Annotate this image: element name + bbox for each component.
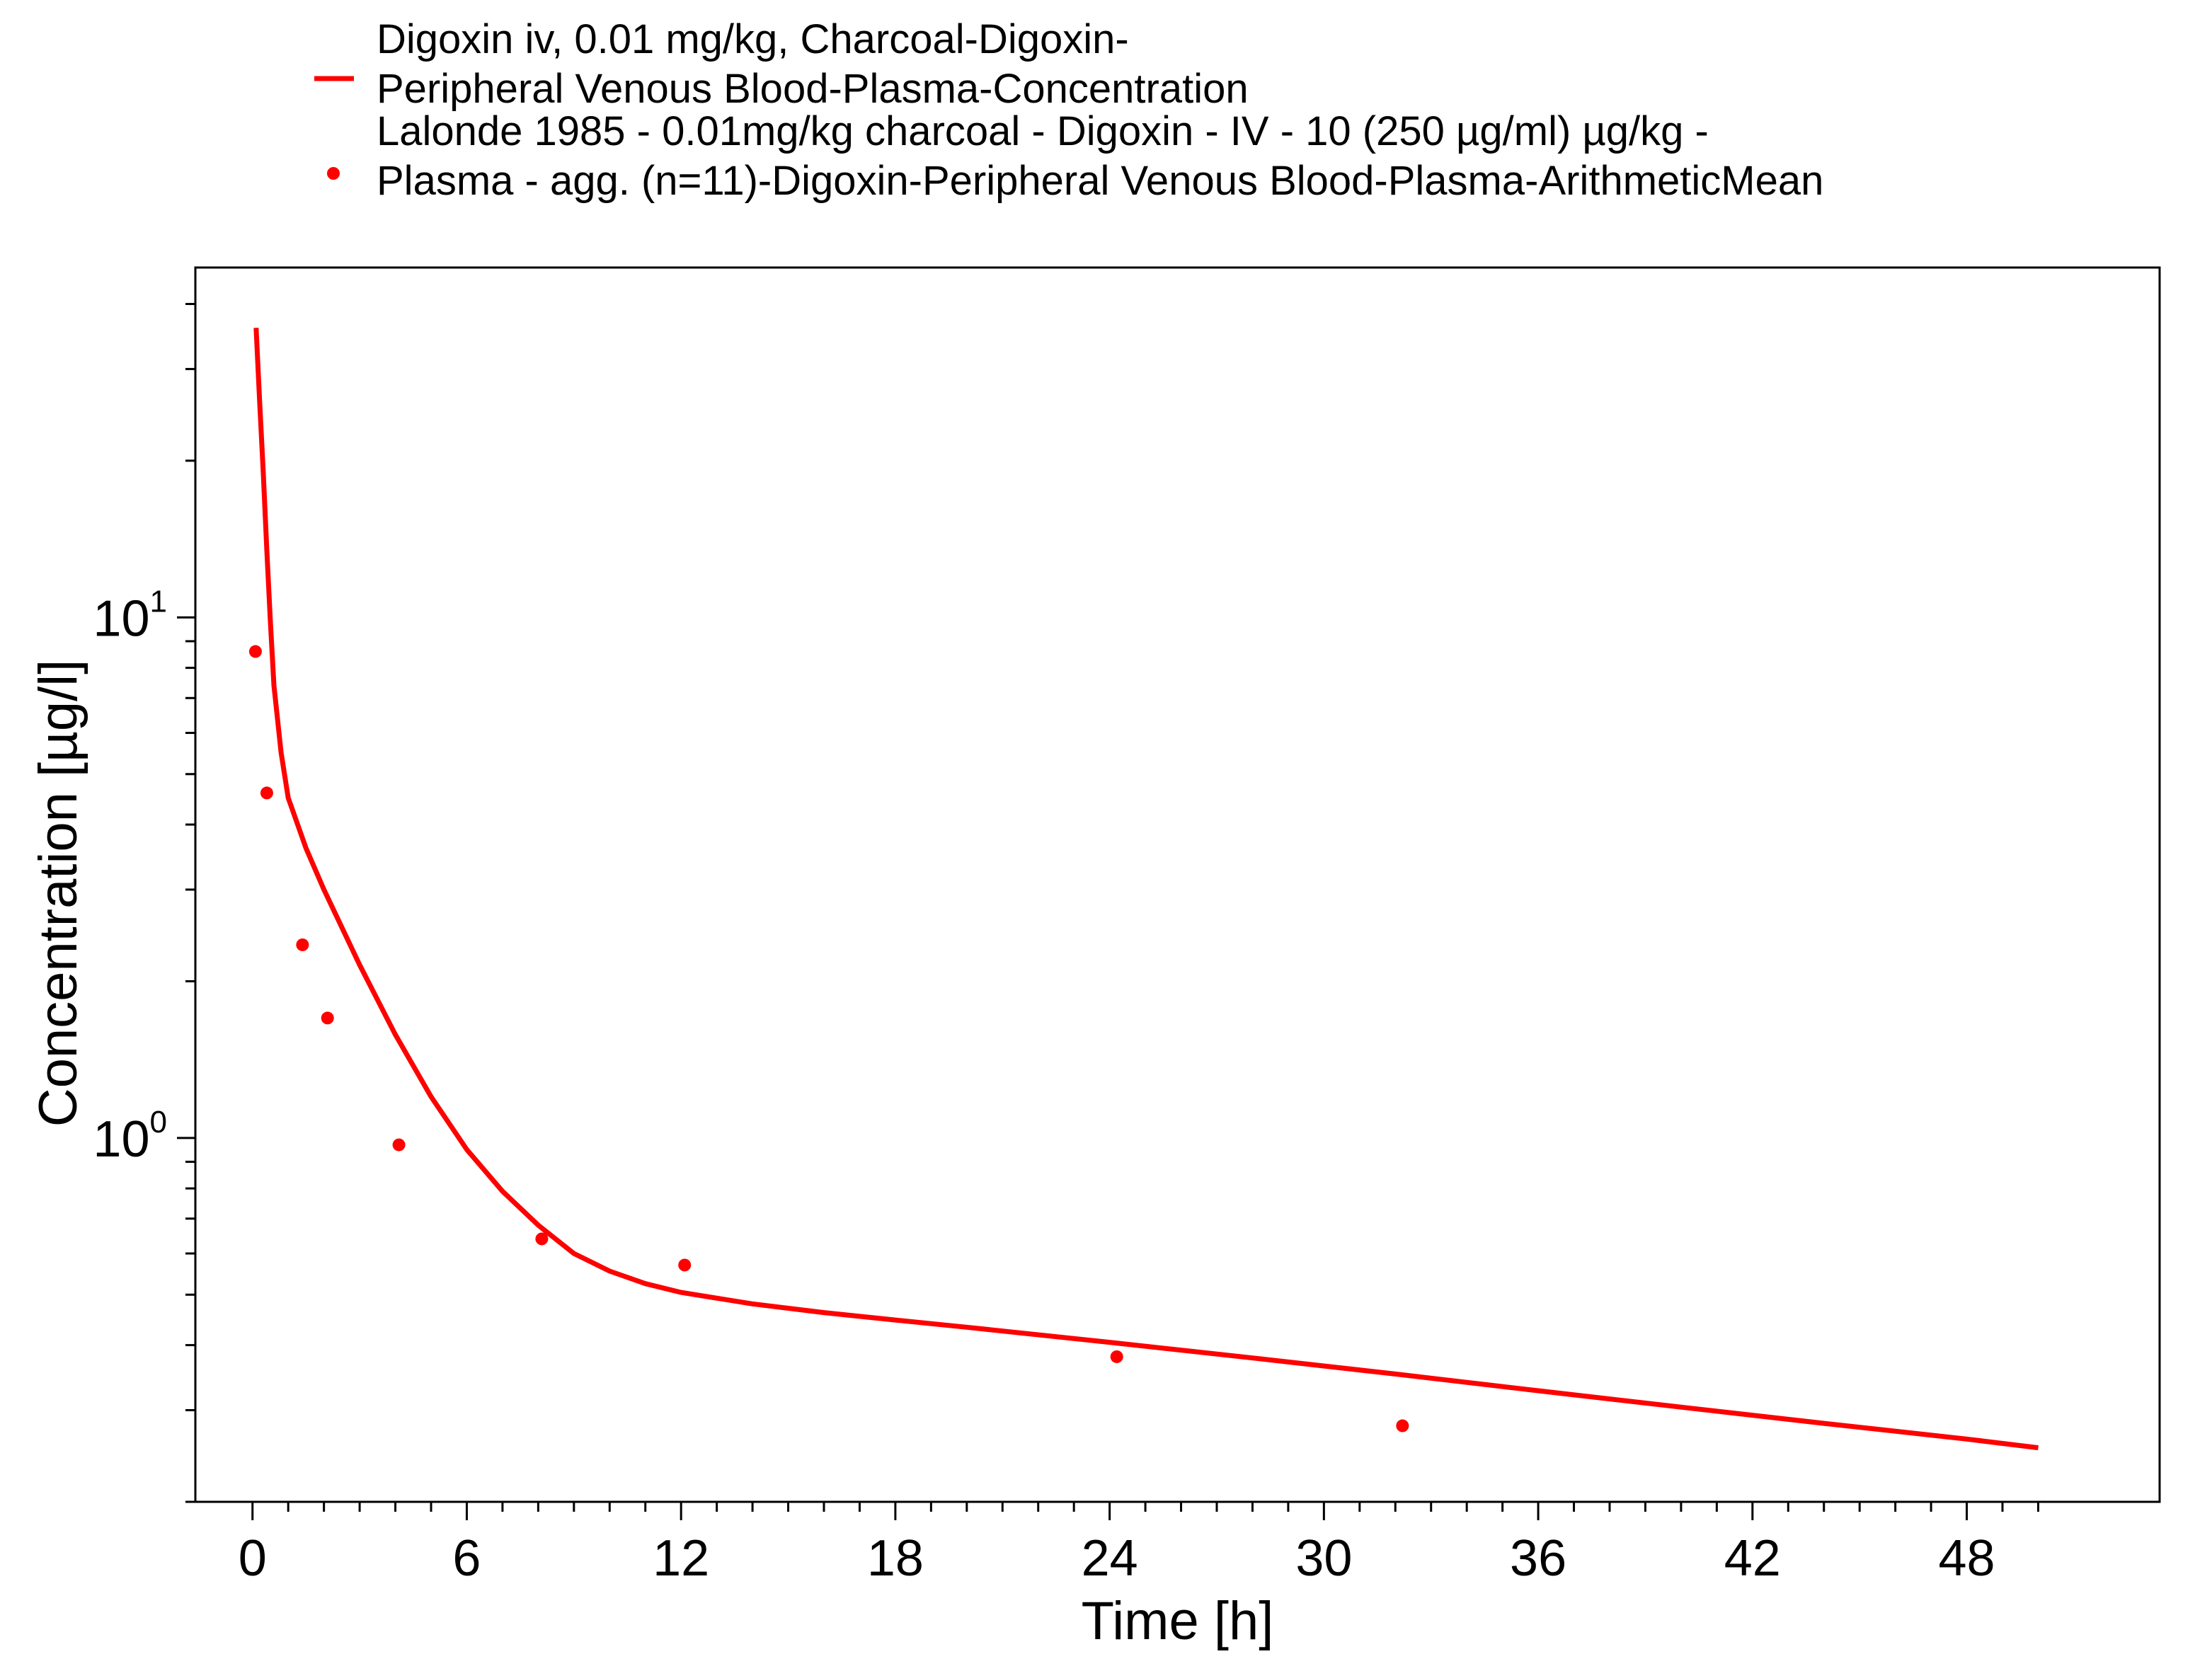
observed-data-point xyxy=(1110,1350,1123,1363)
y-axis-title: Concentration [µg/l] xyxy=(28,660,88,1127)
legend-entry: Lalonde 1985 - 0.01mg/kg charcoal - Digo… xyxy=(327,108,1823,204)
data-layer xyxy=(248,328,2039,1451)
simulation-line xyxy=(253,328,2039,1451)
legend-label: Lalonde 1985 - 0.01mg/kg charcoal - Digo… xyxy=(377,108,1709,154)
observed-data-point xyxy=(321,1011,334,1025)
x-axis-title: Time [h] xyxy=(1082,1591,1274,1651)
legend-label: Plasma - agg. (n=11)-Digoxin-Peripheral … xyxy=(377,158,1823,204)
legend-label: Digoxin iv, 0.01 mg/kg, Charcoal-Digoxin… xyxy=(377,16,1129,62)
legend-dot-swatch xyxy=(327,167,340,180)
x-tick-label: 48 xyxy=(1938,1530,1995,1587)
x-tick-label: 6 xyxy=(452,1530,481,1587)
legend: Digoxin iv, 0.01 mg/kg, Charcoal-Digoxin… xyxy=(314,16,1823,204)
legend-label: Peripheral Venous Blood-Plasma-Concentra… xyxy=(377,66,1249,112)
x-tick-label: 12 xyxy=(653,1530,709,1587)
x-tick-label: 30 xyxy=(1295,1530,1352,1587)
observed-data-point xyxy=(296,938,309,951)
y-tick-label: 101 xyxy=(93,584,167,647)
x-tick-label: 36 xyxy=(1510,1530,1566,1587)
plot-frame xyxy=(194,266,2161,1503)
x-axis: 0 6 12 18 24 30 36 42 48 xyxy=(239,1502,2039,1587)
observed-data-point xyxy=(248,645,262,658)
observed-data-point xyxy=(260,786,273,800)
x-tick-label: 42 xyxy=(1724,1530,1781,1587)
observed-data-point xyxy=(392,1138,406,1152)
y-tick-label: 100 xyxy=(93,1105,167,1168)
y-axis: 101 100 xyxy=(93,303,195,1503)
legend-entry: Digoxin iv, 0.01 mg/kg, Charcoal-Digoxin… xyxy=(314,16,1249,112)
x-tick-label: 0 xyxy=(239,1530,267,1587)
observed-data-point xyxy=(535,1232,549,1246)
x-tick-label: 18 xyxy=(867,1530,924,1587)
x-tick-label: 24 xyxy=(1082,1530,1138,1587)
observed-data-point xyxy=(678,1258,692,1272)
observed-data-point xyxy=(1396,1419,1409,1432)
